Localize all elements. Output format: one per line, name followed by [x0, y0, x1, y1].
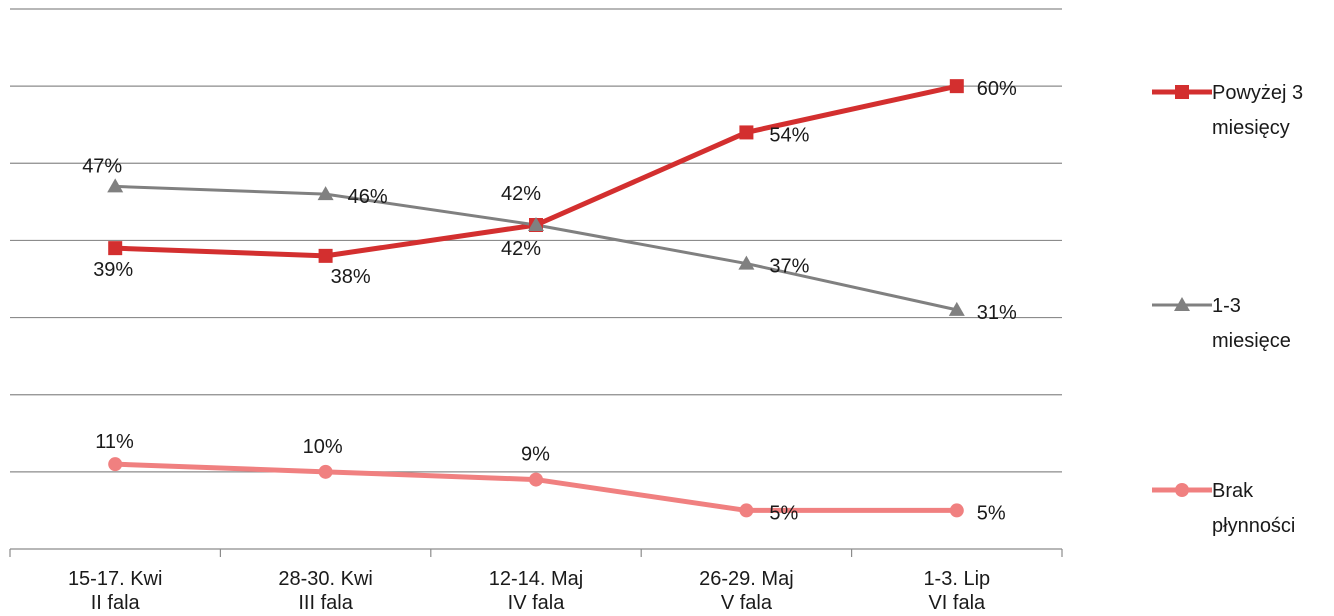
x-tick-label-line: 1-3. Lip: [923, 568, 990, 590]
x-tick-label: 12-14. Maj IV fala: [489, 568, 584, 614]
data-label: 9%: [521, 444, 550, 466]
legend-label-line: miesięcy: [1212, 117, 1290, 139]
x-tick-label-line: III fala: [298, 592, 353, 614]
x-tick-label-line: VI fala: [928, 592, 986, 614]
data-label: 31%: [977, 302, 1017, 324]
x-tick-label-line: II fala: [91, 592, 141, 614]
x-tick-label: 28-30. Kwi III fala: [278, 568, 373, 614]
data-point: [318, 464, 333, 479]
data-label: 47%: [82, 155, 122, 177]
data-label: 10%: [303, 436, 343, 458]
data-point: [948, 301, 965, 316]
data-point: [949, 503, 964, 518]
legend-swatch-marker: [1174, 297, 1190, 311]
legend-label-line: Powyżej 3: [1212, 82, 1303, 104]
data-point: [317, 186, 334, 201]
data-point: [108, 457, 123, 472]
data-label: 39%: [93, 259, 133, 281]
legend-label-line: płynności: [1212, 515, 1295, 537]
data-label: 60%: [977, 78, 1017, 100]
legend-label-line: Brak: [1212, 480, 1254, 502]
x-tick-label: 15-17. Kwi II fala: [68, 568, 163, 614]
data-label: 38%: [331, 266, 371, 288]
x-tick-label-line: 28-30. Kwi: [278, 568, 373, 590]
data-label: 5%: [769, 502, 798, 524]
legend-swatch-marker: [1175, 85, 1189, 99]
data-labels: 39% 38% 42% 54% 60% 47% 46% 42% 37% 31% 11% 10% 9% 5%…: [82, 78, 1017, 524]
gridlines: [10, 8, 1062, 473]
x-tick-label: 26-29. Maj V fala: [699, 568, 794, 614]
series-markers: [107, 79, 965, 518]
data-label: 46%: [348, 186, 388, 208]
data-label: 42%: [501, 183, 541, 205]
data-label: 37%: [769, 256, 809, 278]
x-tick-label-line: 26-29. Maj: [699, 568, 794, 590]
data-label: 54%: [769, 124, 809, 146]
legend: Powyżej 3 miesięcy 1-3 miesięce Brak płynnośc…: [1152, 82, 1303, 537]
series-line-2: [115, 461, 957, 513]
data-point: [739, 125, 754, 140]
legend-label-line: miesięce: [1212, 330, 1291, 352]
data-label: 42%: [501, 238, 541, 260]
data-point: [108, 241, 123, 256]
data-point: [529, 472, 543, 487]
x-tick-label-line: 15-17. Kwi: [68, 568, 163, 590]
legend-label-line: 1-3: [1212, 295, 1241, 317]
data-point: [949, 79, 964, 94]
legend-label: 1-3 miesięce: [1212, 295, 1291, 352]
x-tick-label-line: IV fala: [508, 592, 566, 614]
legend-label: Powyżej 3 miesięcy: [1212, 82, 1303, 139]
x-axis: 15-17. Kwi II fala 28-30. Kwi III fala 12-14…: [9, 548, 1063, 614]
data-point: [738, 255, 755, 270]
legend-label: Brak płynności: [1212, 480, 1295, 537]
data-point: [107, 178, 124, 193]
data-point: [528, 217, 544, 231]
data-label: 11%: [95, 431, 134, 453]
data-point: [739, 503, 754, 518]
data-point: [318, 248, 333, 263]
x-tick-label-line: V fala: [721, 592, 773, 614]
legend-swatch-marker: [1175, 483, 1189, 497]
x-tick-label-line: 12-14. Maj: [489, 568, 584, 590]
data-label: 5%: [977, 502, 1006, 524]
x-tick-label: 1-3. Lip VI fala: [923, 568, 990, 614]
